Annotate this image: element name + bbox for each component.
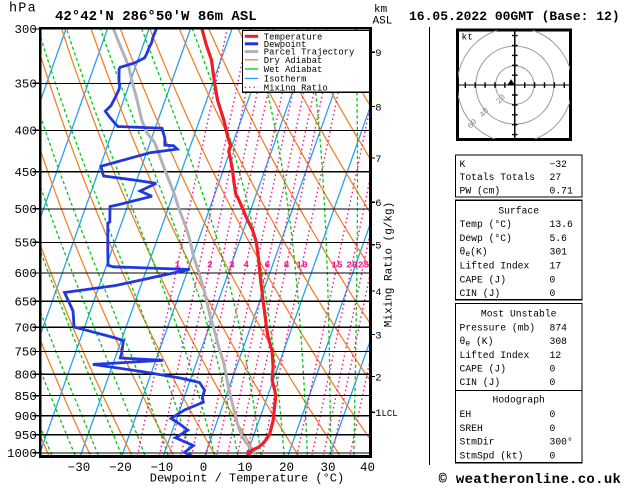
- svg-text:13.6: 13.6: [550, 219, 573, 230]
- svg-text:kt: kt: [462, 32, 473, 43]
- svg-text:300: 300: [14, 23, 36, 37]
- svg-text:350: 350: [14, 78, 36, 92]
- svg-text:Pressure (mb): Pressure (mb): [460, 322, 536, 333]
- svg-text:16.05.2022 00GMT (Base: 12): 16.05.2022 00GMT (Base: 12): [409, 9, 620, 24]
- svg-text:0: 0: [550, 274, 556, 285]
- svg-text:Dewpoint / Temperature (°C): Dewpoint / Temperature (°C): [150, 472, 344, 486]
- svg-text:4: 4: [243, 260, 249, 271]
- svg-text:4: 4: [375, 287, 381, 299]
- svg-text:15: 15: [331, 260, 343, 271]
- svg-text:LCL: LCL: [382, 409, 398, 419]
- svg-text:3: 3: [375, 330, 381, 342]
- svg-text:km: km: [374, 4, 388, 16]
- svg-text:900: 900: [14, 410, 36, 424]
- svg-text:30: 30: [320, 461, 335, 475]
- svg-text:850: 850: [14, 390, 36, 404]
- svg-text:6: 6: [375, 198, 381, 210]
- svg-text:StmDir: StmDir: [460, 437, 495, 448]
- svg-text:5.6: 5.6: [550, 233, 568, 244]
- svg-text:40: 40: [360, 461, 375, 475]
- svg-text:StmSpd (kt): StmSpd (kt): [460, 451, 524, 462]
- svg-text:hPa: hPa: [9, 2, 37, 17]
- svg-text:308: 308: [550, 336, 568, 347]
- svg-text:Wet Adiabat: Wet Adiabat: [264, 65, 323, 75]
- svg-text:700: 700: [14, 321, 36, 335]
- svg-text:0: 0: [550, 409, 556, 420]
- svg-text:400: 400: [14, 125, 36, 139]
- svg-text:EH: EH: [460, 409, 472, 420]
- svg-text:Temp (°C): Temp (°C): [460, 219, 512, 230]
- svg-text:2: 2: [375, 372, 381, 384]
- svg-text:874: 874: [550, 322, 568, 333]
- svg-text:42°42'N 286°50'W 86m ASL: 42°42'N 286°50'W 86m ASL: [55, 9, 257, 25]
- svg-text:Totals Totals: Totals Totals: [460, 172, 536, 183]
- svg-text:600: 600: [14, 267, 36, 281]
- svg-text:Isotherm: Isotherm: [264, 74, 307, 84]
- svg-text:301: 301: [550, 247, 568, 258]
- svg-text:0: 0: [200, 461, 208, 475]
- svg-text:CIN (J): CIN (J): [460, 377, 501, 388]
- svg-text:8: 8: [375, 102, 381, 114]
- svg-text:Lifted Index: Lifted Index: [460, 350, 530, 361]
- svg-text:550: 550: [14, 237, 36, 251]
- svg-text:3: 3: [229, 260, 235, 271]
- svg-text:Most Unstable: Most Unstable: [481, 309, 557, 320]
- svg-text:SREH: SREH: [460, 423, 483, 434]
- svg-text:Mixing Ratio (g/kg): Mixing Ratio (g/kg): [384, 202, 396, 327]
- svg-text:CIN (J): CIN (J): [460, 288, 501, 299]
- svg-text:6: 6: [265, 260, 271, 271]
- svg-text:Hodograph: Hodograph: [493, 395, 545, 406]
- svg-text:0: 0: [550, 364, 556, 375]
- svg-text:0: 0: [550, 288, 556, 299]
- svg-text:800: 800: [14, 368, 36, 382]
- svg-text:5: 5: [375, 241, 381, 253]
- svg-text:27: 27: [550, 172, 562, 183]
- svg-text:−20: −20: [109, 461, 132, 475]
- svg-text:Dewp (°C): Dewp (°C): [460, 233, 512, 244]
- svg-text:© weatheronline.co.uk: © weatheronline.co.uk: [439, 472, 622, 486]
- svg-text:θe (K): θe (K): [460, 336, 494, 349]
- svg-text:9: 9: [375, 48, 381, 60]
- svg-text:0: 0: [550, 423, 556, 434]
- svg-text:0: 0: [550, 377, 556, 388]
- svg-text:2: 2: [207, 260, 213, 271]
- svg-text:12: 12: [550, 350, 562, 361]
- svg-text:PW (cm): PW (cm): [460, 186, 501, 197]
- svg-text:0: 0: [550, 451, 556, 462]
- svg-text:Parcel Trajectory: Parcel Trajectory: [264, 48, 355, 58]
- svg-text:CAPE (J): CAPE (J): [460, 274, 507, 285]
- svg-text:8: 8: [284, 260, 290, 271]
- svg-text:θe(K): θe(K): [460, 247, 488, 260]
- svg-text:950: 950: [14, 429, 36, 443]
- svg-text:Surface: Surface: [498, 205, 539, 216]
- svg-text:−32: −32: [550, 159, 568, 170]
- svg-text:ASL: ASL: [373, 16, 393, 28]
- svg-text:500: 500: [14, 203, 36, 217]
- svg-text:10: 10: [237, 461, 252, 475]
- svg-text:10: 10: [296, 260, 308, 271]
- svg-text:7: 7: [375, 154, 381, 166]
- svg-text:25: 25: [358, 260, 370, 271]
- svg-text:300°: 300°: [550, 437, 573, 448]
- svg-text:−10: −10: [151, 461, 174, 475]
- svg-text:17: 17: [550, 261, 562, 272]
- svg-text:Lifted Index: Lifted Index: [460, 261, 530, 272]
- svg-text:20: 20: [346, 260, 358, 271]
- svg-text:1000: 1000: [7, 447, 37, 461]
- svg-text:Dry Adiabat: Dry Adiabat: [264, 56, 323, 66]
- svg-text:K: K: [460, 159, 466, 170]
- svg-text:1: 1: [175, 260, 181, 271]
- svg-text:750: 750: [14, 346, 36, 360]
- svg-text:0.71: 0.71: [550, 186, 573, 197]
- svg-text:Temperature: Temperature: [264, 32, 323, 42]
- svg-text:−30: −30: [68, 461, 91, 475]
- svg-text:CAPE (J): CAPE (J): [460, 364, 507, 375]
- svg-text:450: 450: [14, 166, 36, 180]
- svg-text:1: 1: [375, 408, 381, 420]
- svg-text:20: 20: [279, 461, 294, 475]
- svg-text:Mixing Ratio: Mixing Ratio: [264, 83, 328, 93]
- svg-text:650: 650: [14, 295, 36, 309]
- svg-text:Dewpoint: Dewpoint: [264, 40, 307, 50]
